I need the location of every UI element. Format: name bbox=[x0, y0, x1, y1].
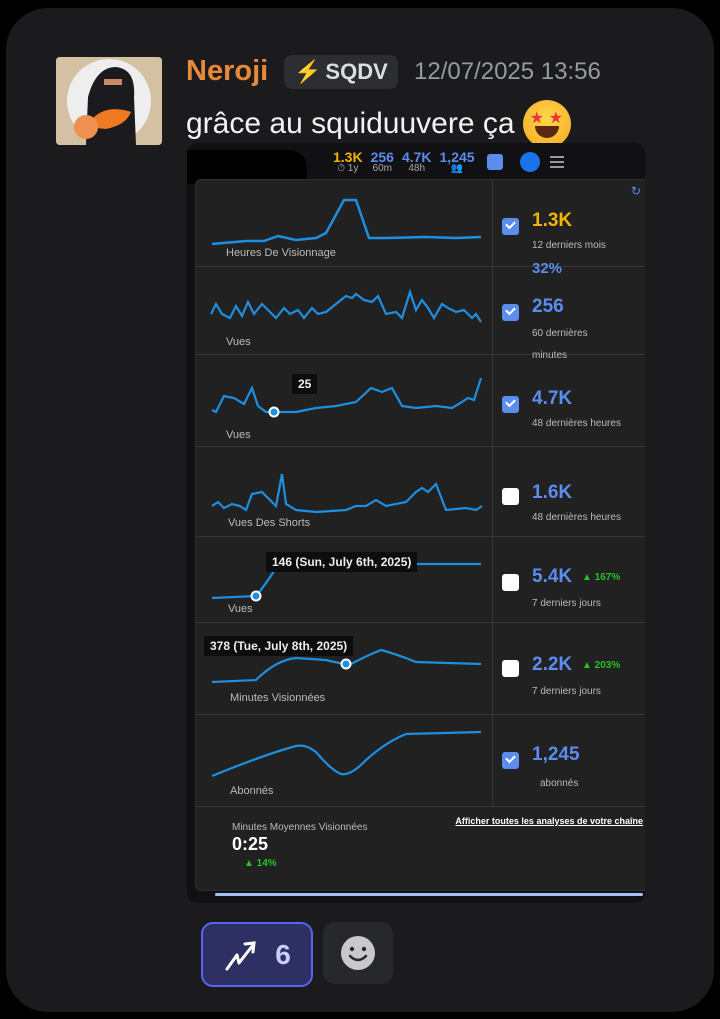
avg-watch-label: Minutes Moyennes Visionnées bbox=[232, 822, 368, 833]
topbar-stat: 256 60m bbox=[370, 149, 394, 174]
metric-period: 48 dernières heures bbox=[532, 418, 621, 429]
sparkline-chart bbox=[210, 288, 482, 323]
metric-value: 2.2K bbox=[532, 654, 573, 675]
metric-percent: 32% bbox=[532, 260, 563, 277]
data-point-marker bbox=[250, 590, 262, 602]
summary-footer: Minutes Moyennes Visionnées 0:25 ▲ 14% A… bbox=[196, 810, 645, 890]
metric-checkbox[interactable] bbox=[502, 488, 519, 505]
metric-checkbox[interactable] bbox=[502, 752, 519, 769]
metric-period: 12 derniers mois bbox=[532, 240, 606, 251]
metric-row-views-7d[interactable]: 146 (Sun, July 6th, 2025) Vues 5.4K ▲ 16… bbox=[196, 536, 645, 623]
server-tag[interactable]: ⚡ SQDV bbox=[284, 55, 398, 89]
metric-checkbox[interactable] bbox=[502, 660, 519, 677]
metric-row-watch-minutes[interactable]: 378 (Tue, July 8th, 2025) Minutes Vision… bbox=[196, 622, 645, 715]
metric-period: 7 derniers jours bbox=[532, 598, 601, 609]
timestamp: 12/07/2025 13:56 bbox=[414, 58, 601, 85]
sparkline-chart bbox=[211, 473, 483, 514]
message-text: grâce au squiduuvere ça bbox=[186, 107, 515, 140]
metric-checkbox[interactable] bbox=[502, 396, 519, 413]
sparkline-chart bbox=[211, 648, 482, 684]
metric-row-views-60m[interactable]: Vues 32% 256 60 dernières minutes bbox=[196, 260, 645, 361]
topbar-stat: 1,245 👥 bbox=[439, 149, 475, 174]
metric-period: minutes bbox=[532, 350, 568, 361]
metric-label: Minutes Visionnées bbox=[230, 692, 326, 704]
sparkline-chart bbox=[211, 198, 482, 246]
smile-icon bbox=[341, 936, 375, 970]
metric-label: Heures De Visionnage bbox=[226, 247, 336, 259]
tag-label: SQDV bbox=[325, 59, 388, 84]
star-eye-icon: ★ bbox=[548, 110, 563, 127]
chart-tooltip: 146 (Sun, July 6th, 2025) bbox=[266, 552, 418, 572]
menu-icon[interactable] bbox=[550, 154, 566, 170]
add-reaction-button[interactable] bbox=[323, 922, 393, 984]
chart-tooltip: 25 bbox=[292, 374, 318, 394]
avatar[interactable] bbox=[56, 57, 162, 145]
mouth-icon bbox=[534, 126, 559, 138]
metric-label: Abonnés bbox=[230, 785, 274, 797]
metric-period: abonnés bbox=[540, 778, 579, 789]
metric-label: Vues bbox=[226, 429, 251, 441]
avg-watch-value: 0:25 bbox=[232, 834, 269, 854]
data-point-marker bbox=[268, 406, 280, 418]
chart-tooltip: 378 (Tue, July 8th, 2025) bbox=[204, 636, 354, 656]
metric-change: ▲ 203% bbox=[582, 660, 621, 671]
metric-period: 60 dernières bbox=[532, 328, 588, 339]
metric-label: Vues Des Shorts bbox=[228, 517, 311, 529]
metric-value: 1.3K bbox=[532, 210, 573, 231]
metric-row-views-48h[interactable]: 25 Vues 4.7K 48 dernières heures bbox=[196, 354, 645, 447]
topbar-stat: 1.3K ⏱ 1y bbox=[333, 149, 363, 174]
metric-value: 256 bbox=[532, 296, 564, 317]
topbar-left-panel bbox=[187, 150, 307, 184]
metric-label: Vues bbox=[226, 336, 251, 348]
scroll-indicator bbox=[215, 893, 643, 896]
metric-change: ▲ 167% bbox=[582, 572, 621, 583]
metric-period: 48 dernières heures bbox=[532, 512, 621, 523]
lightning-icon: ⚡ bbox=[294, 59, 322, 84]
topbar-stats: 1.3K ⏱ 1y 256 60m 4.7K 48h 1,245 👥 bbox=[333, 149, 475, 175]
message-content: grâce au squiduuvere ça ★ ★ bbox=[186, 100, 571, 148]
refresh-icon[interactable]: ↻ bbox=[630, 184, 641, 198]
metric-value: 5.4K bbox=[532, 566, 573, 587]
metric-row-shorts-views[interactable]: Vues Des Shorts 1.6K 48 dernières heures bbox=[196, 446, 645, 537]
metric-label: Vues bbox=[228, 603, 253, 615]
analytics-icon[interactable] bbox=[487, 154, 503, 170]
trending-up-emoji bbox=[225, 940, 256, 970]
avg-watch-change: ▲ 14% bbox=[244, 858, 277, 869]
sparkline-chart bbox=[211, 730, 482, 778]
topbar-stat: 4.7K 48h bbox=[401, 149, 432, 174]
star-struck-emoji: ★ ★ bbox=[522, 100, 571, 148]
metric-value: 4.7K bbox=[532, 388, 573, 409]
reaction-button[interactable]: 6 bbox=[201, 922, 313, 987]
image-attachment[interactable]: 1.3K ⏱ 1y 256 60m 4.7K 48h 1,245 👥 ↻ Heures … bbox=[187, 143, 645, 903]
analytics-dashboard: ↻ Heures De Visionnage 1.3K 12 derniers … bbox=[195, 179, 645, 891]
metric-checkbox[interactable] bbox=[502, 304, 519, 321]
metric-value: 1.6K bbox=[532, 482, 573, 503]
metric-checkbox[interactable] bbox=[502, 574, 519, 591]
sparkline-chart bbox=[211, 377, 483, 418]
reaction-count: 6 bbox=[275, 938, 291, 970]
username[interactable]: Neroji bbox=[186, 55, 269, 87]
star-eye-icon: ★ bbox=[529, 110, 544, 127]
metric-row-subscribers[interactable]: Abonnés 1,245 abonnés bbox=[196, 714, 645, 807]
metric-checkbox[interactable] bbox=[502, 218, 519, 235]
metric-value: 1,245 bbox=[532, 744, 580, 765]
metric-row-watch-hours[interactable]: Heures De Visionnage 1.3K 12 derniers mo… bbox=[196, 180, 645, 267]
avatar-image bbox=[56, 57, 162, 145]
view-all-analytics-link[interactable]: Afficher toutes les analyses de votre ch… bbox=[455, 816, 643, 826]
camera-icon[interactable] bbox=[520, 152, 540, 172]
data-point-marker bbox=[340, 658, 352, 670]
metric-period: 7 derniers jours bbox=[532, 686, 601, 697]
